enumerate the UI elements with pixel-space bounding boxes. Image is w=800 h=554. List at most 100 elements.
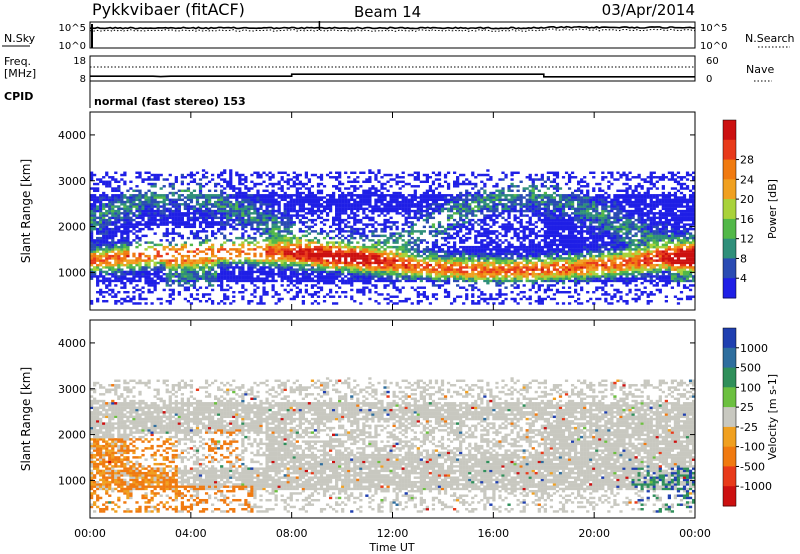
power-cell [371,234,375,238]
power-cell [507,227,511,231]
power-cell [168,277,172,280]
power-cell [310,266,315,269]
power-cell [443,268,448,271]
power-cell [359,200,363,204]
power-cell [138,203,142,206]
power-cell [268,232,272,235]
power-cell [422,230,426,233]
power-cell [195,200,200,204]
power-cell [350,250,354,253]
power-cell [374,266,378,269]
power-cell [180,248,184,251]
power-cell [93,261,97,265]
power-cell [443,277,448,280]
power-cell [277,187,281,190]
power-cell [356,252,360,256]
power-cell [214,223,218,226]
power-cell [307,293,312,296]
power-cell [141,196,145,199]
power-cell [256,191,260,195]
power-cell [310,257,315,260]
power-cell [344,295,348,298]
power-cell [431,200,436,204]
power-cell [419,254,423,258]
power-cell [268,218,272,222]
power-cell [211,212,215,215]
power-cell [265,252,269,256]
power-cell [123,248,127,251]
power-cell [171,194,175,197]
power-cell [171,254,175,258]
power-cell [147,225,151,229]
power-cell [471,209,475,213]
power-cell [392,263,396,267]
power-cell [280,277,284,280]
power-cell [413,178,417,181]
power-cell [446,171,451,174]
power-cell [434,196,439,199]
power-cell [105,252,109,256]
power-cell [274,241,278,244]
power-cell [456,212,460,215]
power-cell [501,248,505,251]
power-cell [262,259,266,262]
power-cell [177,205,181,208]
power-cell [492,194,496,197]
power-cell [362,198,366,202]
power-cell [223,212,227,215]
power-cell [507,266,511,269]
power-cell [495,254,499,258]
power-cell [204,241,209,244]
power-cell [295,187,299,190]
power-cell [162,209,166,213]
power-cell [377,302,381,305]
power-cell [301,248,305,251]
power-cell [356,275,360,278]
power-cell [93,196,97,199]
power-cell [108,212,112,215]
power-cell [377,293,381,296]
power-cell [344,257,348,260]
power-cell [474,205,478,208]
power-cell [265,207,269,211]
power-cell [120,239,124,242]
power-cell [244,272,248,276]
power-cell [271,205,275,208]
power-cell [389,200,393,204]
power-cell [398,232,402,235]
power-cell [117,200,121,204]
power-cell [344,200,348,204]
power-cell [395,200,399,204]
power-cell [416,245,420,249]
power-cell [229,169,233,172]
power-cell [307,241,312,244]
power-cell [347,214,351,217]
power-cell [374,176,378,179]
power-cell [229,203,233,206]
power-cell [93,207,97,211]
power-cell [449,245,454,249]
power-cell [422,180,426,184]
power-cell [495,268,499,271]
power-cell [344,207,348,211]
power-cell [298,191,302,195]
power-cell [262,286,266,289]
power-cell [123,275,127,278]
power-cell [250,207,254,211]
power-cell [462,272,466,276]
power-cell [105,261,109,265]
power-cell [132,198,136,202]
power-cell [338,232,342,235]
power-cell [159,243,163,247]
power-cell [102,250,106,253]
power-cell [271,173,275,177]
power-cell [422,248,426,251]
power-cell [301,254,305,258]
power-cell [207,297,212,301]
power-cell [262,223,266,226]
power-cell [174,250,178,253]
power-cell [108,182,112,186]
power-cell [486,272,490,276]
power-cell [341,234,345,238]
power-cell [404,275,408,278]
